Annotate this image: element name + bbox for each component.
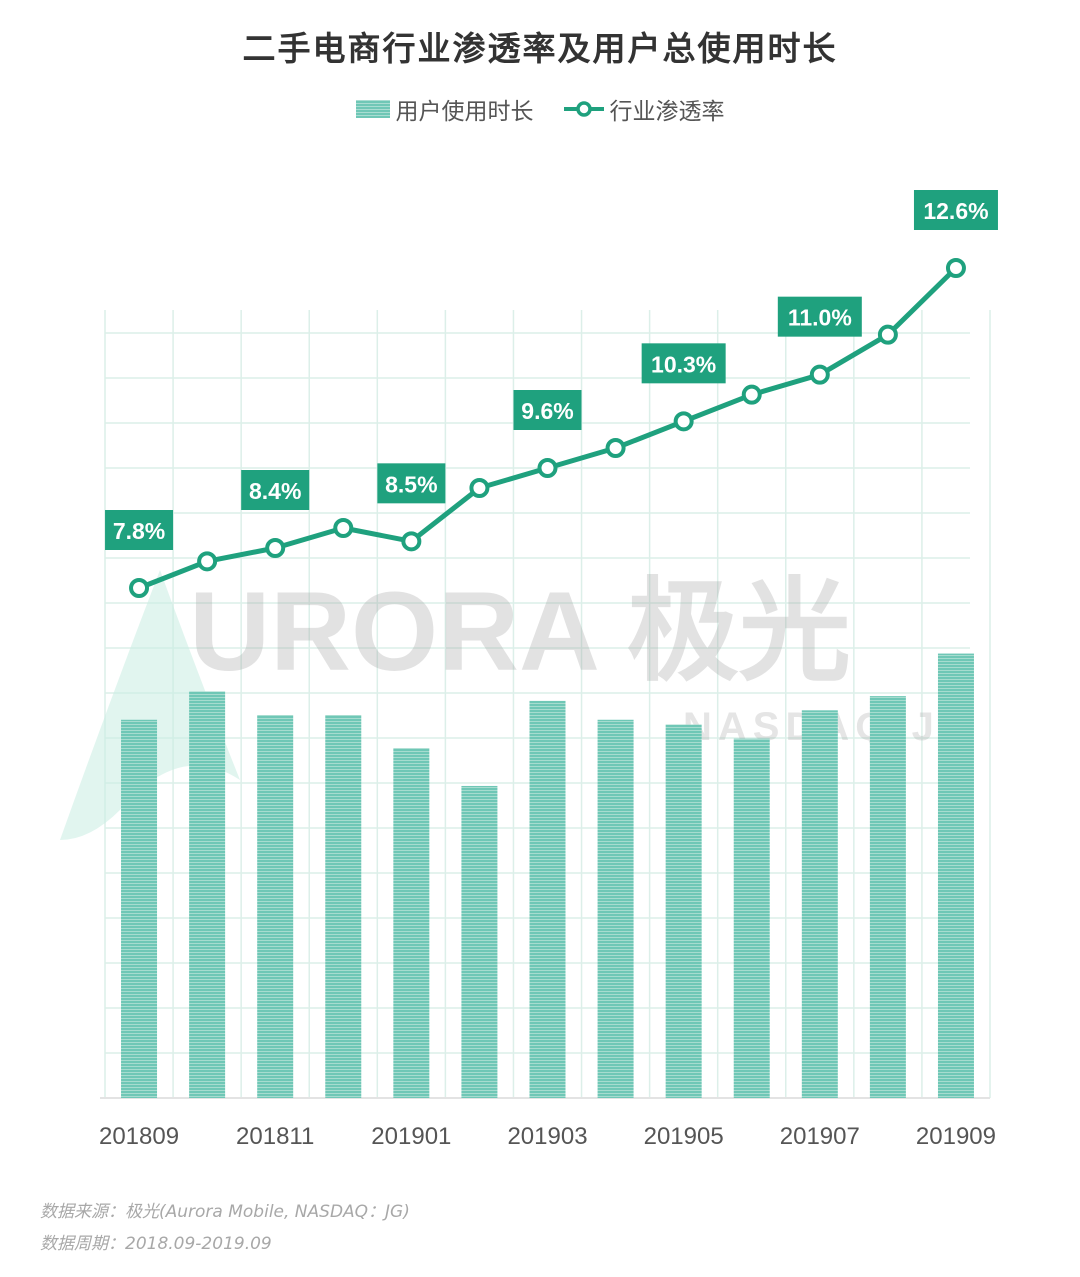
bar-201809[interactable] bbox=[121, 719, 158, 1098]
data-label-box bbox=[377, 463, 446, 504]
legend-label-penetration: 行业渗透率 bbox=[609, 99, 725, 125]
point-201901[interactable] bbox=[401, 531, 422, 552]
bar-201906[interactable] bbox=[733, 738, 770, 1098]
point-201903[interactable] bbox=[537, 458, 558, 478]
data-label-201809: 7.8% bbox=[105, 510, 174, 550]
bar-201810[interactable] bbox=[189, 691, 226, 1098]
point-201812[interactable] bbox=[333, 518, 354, 538]
point-201904[interactable] bbox=[605, 438, 626, 458]
data-label-text: 9.6% bbox=[521, 398, 573, 424]
data-label-box bbox=[641, 343, 726, 384]
point-201902[interactable] bbox=[469, 478, 490, 498]
legend-bar-swatch bbox=[355, 100, 390, 118]
source-note: 数据来源：极光(Aurora Mobile, NASDAQ：JG) 数据周期：2… bbox=[40, 1196, 410, 1260]
data-label-201811: 8.4% bbox=[241, 470, 310, 510]
data-label-text: 8.5% bbox=[385, 471, 437, 497]
bar-201905[interactable] bbox=[665, 724, 702, 1098]
point-201811[interactable] bbox=[265, 538, 286, 558]
legend-line-swatch bbox=[563, 101, 604, 117]
point-201908[interactable] bbox=[877, 324, 898, 345]
chart-legend: 用户使用时长 行业渗透率 bbox=[0, 92, 1080, 126]
x-tick-label: 201811 bbox=[236, 1123, 314, 1150]
bar-201902[interactable] bbox=[461, 785, 498, 1098]
x-tick-label: 201903 bbox=[507, 1123, 587, 1150]
point-201909[interactable] bbox=[945, 258, 966, 278]
data-label-box bbox=[241, 470, 310, 510]
data-label-text: 12.6% bbox=[923, 198, 988, 224]
data-labels: 7.8% 8.4% 8.5% 9.6% 10.3% 11.0% 12.6% bbox=[105, 190, 998, 550]
point-201907[interactable] bbox=[809, 364, 830, 385]
watermark-logo-text: URORA 极光 bbox=[189, 569, 851, 694]
x-tick-label: 201905 bbox=[644, 1123, 724, 1150]
bars bbox=[121, 653, 974, 1098]
data-label-201905: 10.3% bbox=[641, 343, 726, 384]
data-label-box bbox=[105, 510, 174, 550]
bar-201812[interactable] bbox=[325, 715, 362, 1098]
data-label-box bbox=[913, 190, 998, 230]
data-label-201903: 9.6% bbox=[513, 390, 582, 430]
bar-201903[interactable] bbox=[529, 700, 566, 1098]
bar-201901[interactable] bbox=[393, 748, 430, 1098]
bar-201909[interactable] bbox=[937, 653, 974, 1098]
data-label-text: 11.0% bbox=[788, 305, 852, 331]
data-label-text: 7.8% bbox=[113, 518, 165, 544]
x-axis-ticks: 201809 201811 201901 201903 201905 201907 2019… bbox=[99, 1123, 996, 1150]
chart-svg: URORA 极光 NASDAQ:JG 7.8%8.4%8.5%9.6%10.3%… bbox=[60, 190, 998, 1150]
x-tick-label: 201907 bbox=[780, 1123, 860, 1150]
data-label-201907: 11.0% bbox=[777, 296, 862, 337]
legend-item-penetration[interactable]: 行业渗透率 bbox=[563, 92, 725, 126]
point-201809[interactable] bbox=[129, 578, 150, 598]
legend-item-usage[interactable]: 用户使用时长 bbox=[355, 92, 534, 126]
data-label-box bbox=[513, 390, 582, 430]
chart-title: 二手电商行业渗透率及用户总使用时长 bbox=[242, 29, 838, 68]
x-tick-label: 201909 bbox=[916, 1123, 996, 1150]
point-201905[interactable] bbox=[673, 411, 694, 432]
bar-201908[interactable] bbox=[869, 696, 906, 1098]
point-201810[interactable] bbox=[197, 551, 218, 572]
data-label-201909: 12.6% bbox=[913, 190, 998, 230]
aurora-logo-icon bbox=[60, 570, 240, 840]
data-label-box bbox=[777, 296, 862, 337]
x-tick-label: 201809 bbox=[99, 1123, 179, 1150]
source-line-1: 数据来源：极光(Aurora Mobile, NASDAQ：JG) bbox=[40, 1202, 410, 1222]
data-label-text: 10.3% bbox=[651, 351, 716, 377]
source-line-2: 数据周期：2018.09-2019.09 bbox=[40, 1234, 272, 1254]
data-label-text: 8.4% bbox=[249, 478, 301, 504]
point-201906[interactable] bbox=[741, 384, 762, 405]
bar-201907[interactable] bbox=[801, 710, 838, 1098]
x-tick-label: 201901 bbox=[371, 1123, 451, 1150]
data-label-201901: 8.5% bbox=[377, 463, 446, 504]
legend-label-usage: 用户使用时长 bbox=[395, 99, 534, 125]
bar-201811[interactable] bbox=[257, 715, 294, 1098]
bar-201904[interactable] bbox=[597, 719, 634, 1098]
penetration-line bbox=[129, 258, 966, 598]
